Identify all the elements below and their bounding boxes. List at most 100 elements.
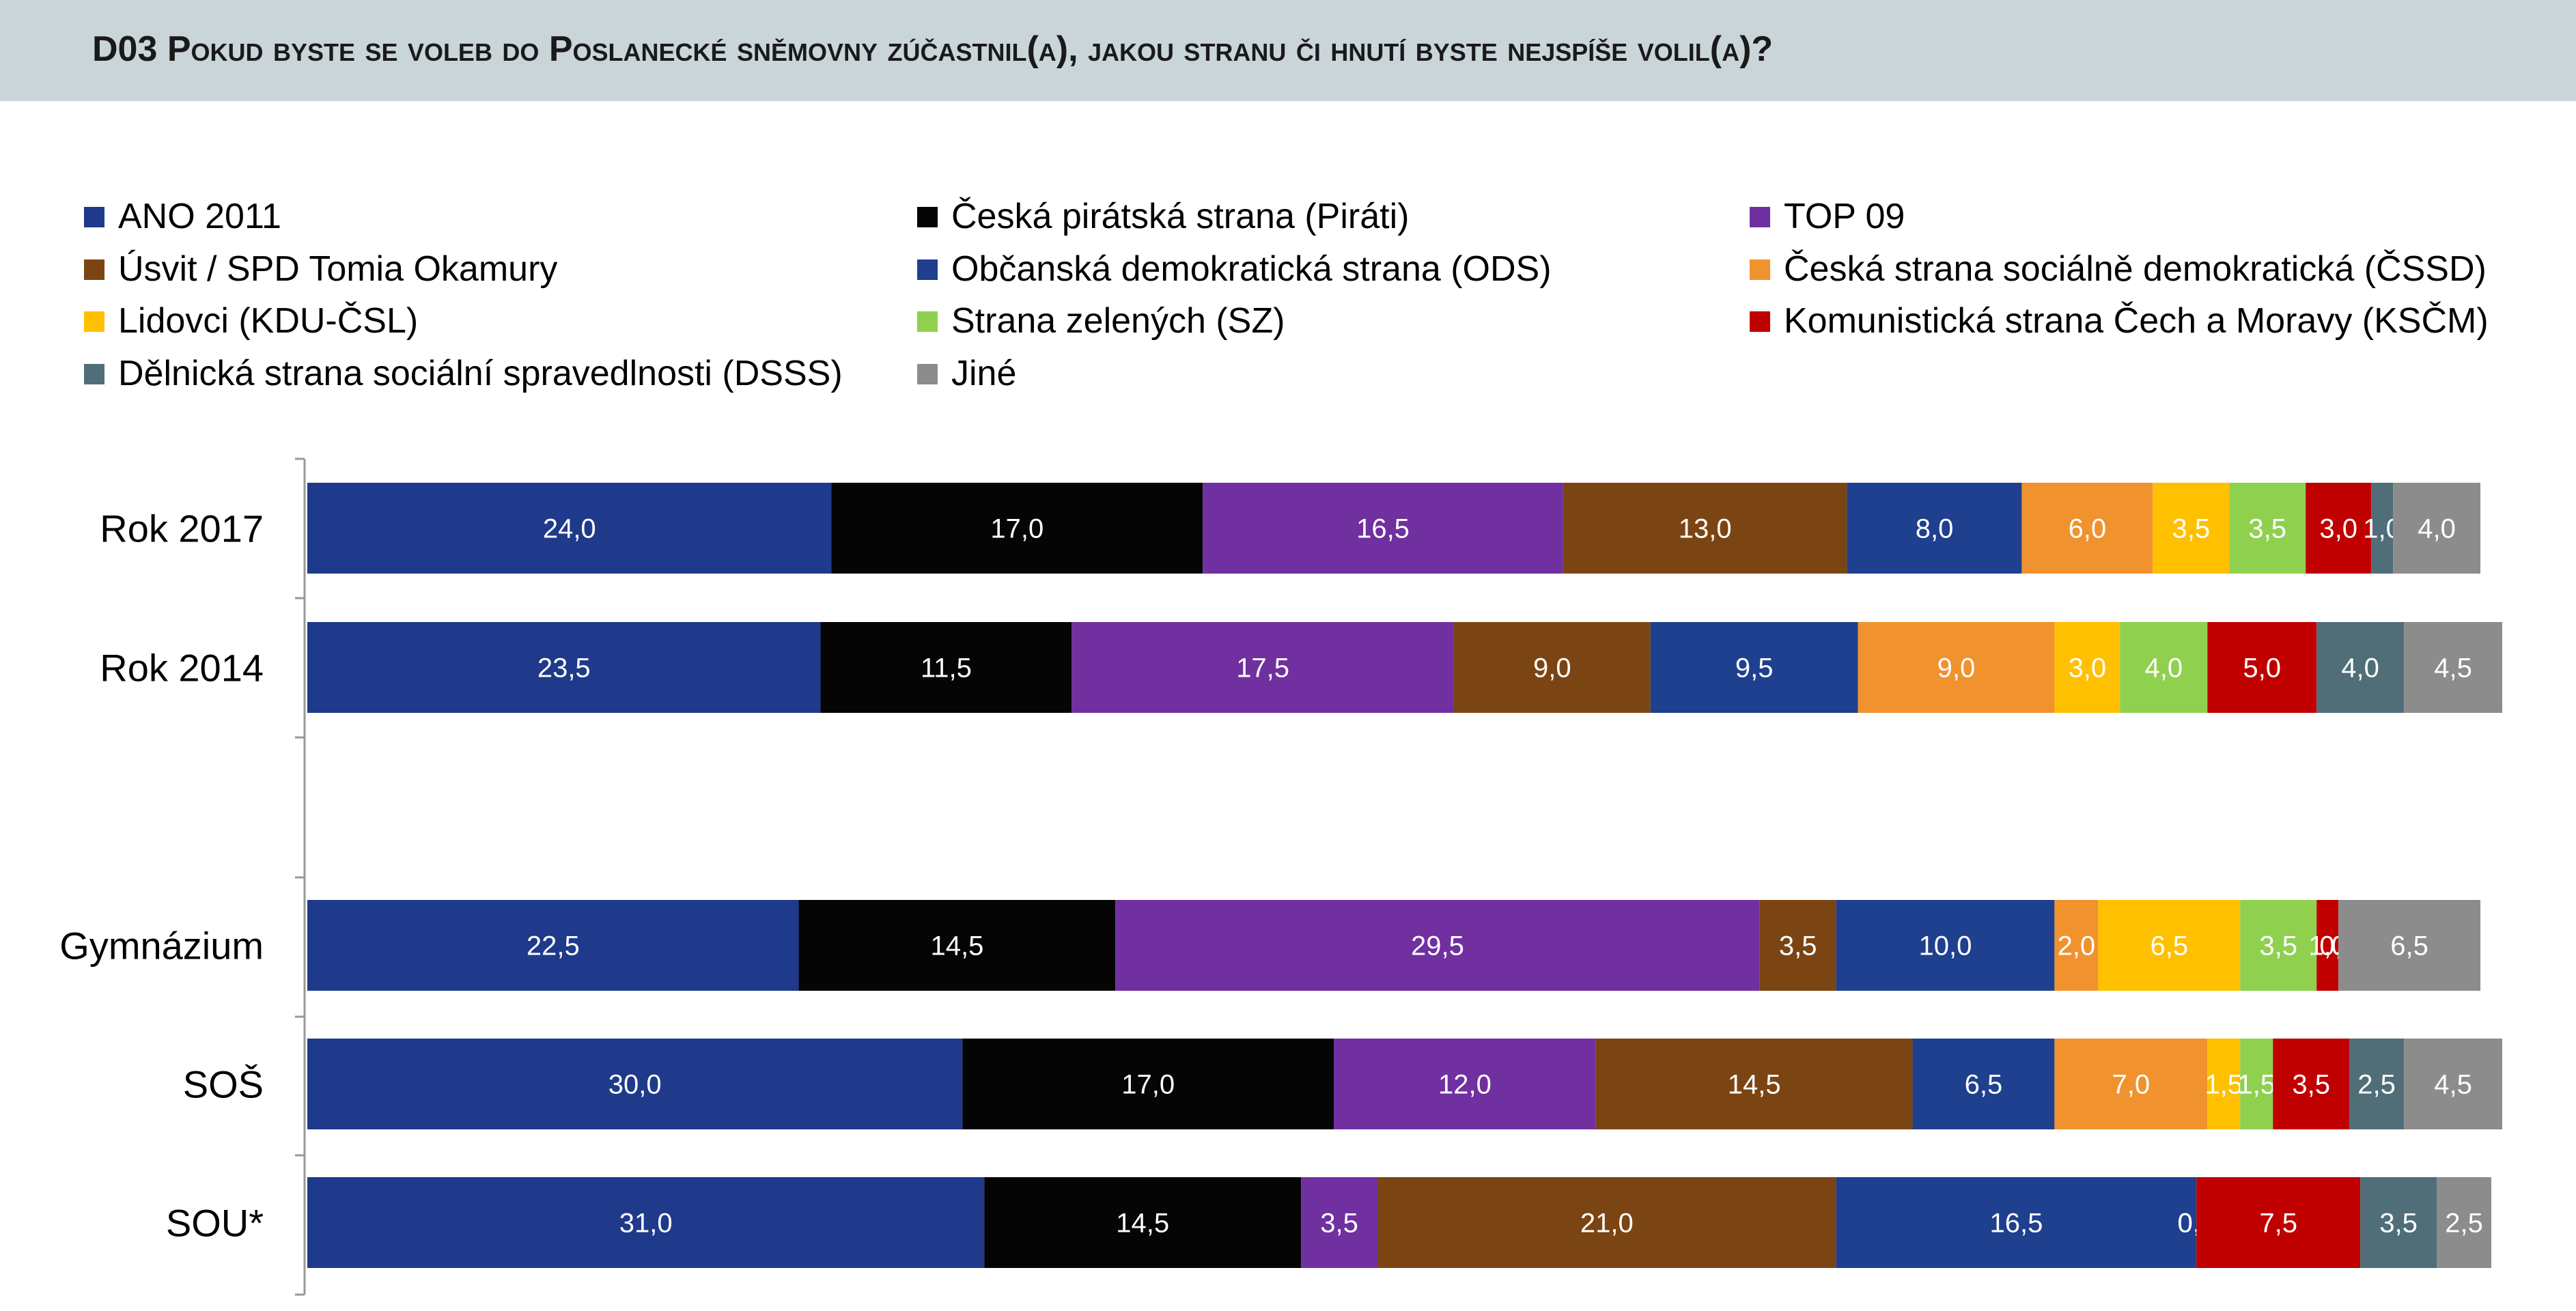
bar-segment — [2054, 622, 2120, 713]
category-label: Rok 2017 — [100, 507, 264, 550]
bar-segment — [1115, 900, 1760, 991]
bar-segment — [307, 622, 821, 713]
title-bar: D03 Pokud byste se voleb do Poslanecké s… — [0, 0, 2576, 101]
data-label: 3,5 — [2259, 931, 2297, 961]
title-text: Pokud byste se voleb do Poslanecké sněmo… — [167, 29, 1774, 69]
legend-swatch — [84, 364, 104, 384]
legend: ANO 2011 Česká pirátská strana (Piráti) TO… — [0, 0, 2576, 410]
data-label: 3,5 — [2248, 514, 2286, 544]
bar-segment — [2306, 483, 2372, 574]
chart-title: D03 Pokud byste se voleb do Poslanecké s… — [92, 29, 1773, 70]
bar-segment — [2316, 622, 2405, 713]
legend-swatch — [84, 259, 104, 280]
category-label: SOŠ — [183, 1063, 264, 1106]
bar-segment — [2437, 1177, 2491, 1268]
bar-segment — [1912, 1039, 2055, 1129]
data-label: 14,5 — [1116, 1209, 1169, 1239]
data-label: 10,0 — [1919, 931, 1972, 961]
data-label: 1,5 — [2204, 1070, 2243, 1100]
data-label: 29,5 — [1411, 931, 1464, 961]
data-label: 7,0 — [2112, 1070, 2151, 1100]
data-label: 31,0 — [619, 1209, 673, 1239]
data-label: 3,5 — [2292, 1070, 2330, 1100]
legend-label: Strana zelených (SZ) — [951, 301, 1285, 341]
bar-segment — [2393, 483, 2481, 574]
bar-segment — [1377, 1177, 1836, 1268]
data-label: 3,5 — [1779, 931, 1817, 961]
bar-segment — [307, 1177, 985, 1268]
bar-segment — [1072, 622, 1454, 713]
bar-segment — [2404, 1039, 2502, 1129]
data-label: 2,0 — [2058, 931, 2096, 961]
bar-segment — [307, 900, 799, 991]
bar-segment — [2349, 1039, 2405, 1129]
bar-segment — [2338, 900, 2481, 991]
data-label: 7,5 — [2259, 1209, 2297, 1239]
data-label: 4,0 — [2418, 514, 2456, 544]
data-label: 16,5 — [1990, 1209, 2043, 1239]
bar-segment — [1301, 1177, 1378, 1268]
data-label: 12,0 — [1438, 1070, 1492, 1100]
data-label: 5,0 — [2243, 653, 2281, 683]
data-label: 6,5 — [2150, 931, 2188, 961]
data-label: 9,0 — [1937, 653, 1976, 683]
legend-swatch — [917, 364, 938, 384]
bar-segment — [2273, 1039, 2350, 1129]
legend-swatch — [917, 207, 938, 227]
legend-swatch — [84, 311, 104, 332]
bar-segment — [2404, 622, 2502, 713]
legend-swatch — [84, 207, 104, 227]
data-label: 4,0 — [2144, 653, 2183, 683]
data-label: 2,5 — [2445, 1209, 2483, 1239]
bar-segment — [2229, 483, 2306, 574]
category-label: SOU* — [166, 1202, 264, 1245]
legend-swatch — [917, 311, 938, 332]
bar-segment — [1203, 483, 1563, 574]
category-label: Gymnázium — [59, 925, 264, 968]
bar-segment — [2360, 1177, 2437, 1268]
data-label: 23,5 — [537, 653, 591, 683]
bar-segment — [1836, 1177, 2197, 1268]
bar-segment — [820, 622, 1072, 713]
bar-segment — [1563, 483, 1847, 574]
legend-label: Lidovci (KDU-ČSL) — [118, 301, 419, 341]
data-label: 14,5 — [930, 931, 983, 961]
data-label: 17,0 — [1121, 1070, 1175, 1100]
legend-label: Česká strana sociálně demokratická (ČSSD… — [1784, 249, 2487, 289]
data-label: 11,5 — [921, 653, 972, 683]
bar-segment — [831, 483, 1203, 574]
bar-segment — [2098, 900, 2241, 991]
data-label: 17,0 — [990, 514, 1044, 544]
bar-segment — [2054, 1039, 2208, 1129]
data-label: 13,0 — [1679, 514, 1732, 544]
data-label: 22,5 — [527, 931, 580, 961]
bar-segment — [2054, 900, 2099, 991]
bar-segment — [962, 1039, 1334, 1129]
title-prefix: D03 — [92, 29, 158, 69]
legend-swatch — [1750, 207, 1770, 227]
data-label: 14,5 — [1728, 1070, 1781, 1100]
data-label: 6,0 — [2069, 514, 2107, 544]
legend-label: Komunistická strana Čech a Moravy (KSČM) — [1784, 301, 2489, 341]
legend-swatch — [1750, 259, 1770, 280]
data-label: 4,5 — [2434, 653, 2472, 683]
data-label: 9,0 — [1533, 653, 1571, 683]
bar-segment — [2207, 1039, 2241, 1129]
bar-segment — [2371, 483, 2394, 574]
data-label: 24,0 — [543, 514, 596, 544]
data-label: 8,0 — [1916, 514, 1954, 544]
data-label: 3,5 — [2172, 514, 2210, 544]
legend-label: Úsvit / SPD Tomia Okamury — [118, 249, 558, 289]
bar-segment — [307, 1039, 963, 1129]
data-label: 16,5 — [1356, 514, 1410, 544]
bar-segment — [1847, 483, 2022, 574]
bar-segment — [2153, 483, 2230, 574]
bar-segment — [1650, 622, 1858, 713]
legend-swatch — [1750, 311, 1770, 332]
bar-segment — [307, 483, 832, 574]
data-label: 9,5 — [1735, 653, 1774, 683]
data-label: 3,5 — [1320, 1209, 1358, 1239]
data-label: 4,0 — [2341, 653, 2379, 683]
data-label: 30,0 — [608, 1070, 662, 1100]
